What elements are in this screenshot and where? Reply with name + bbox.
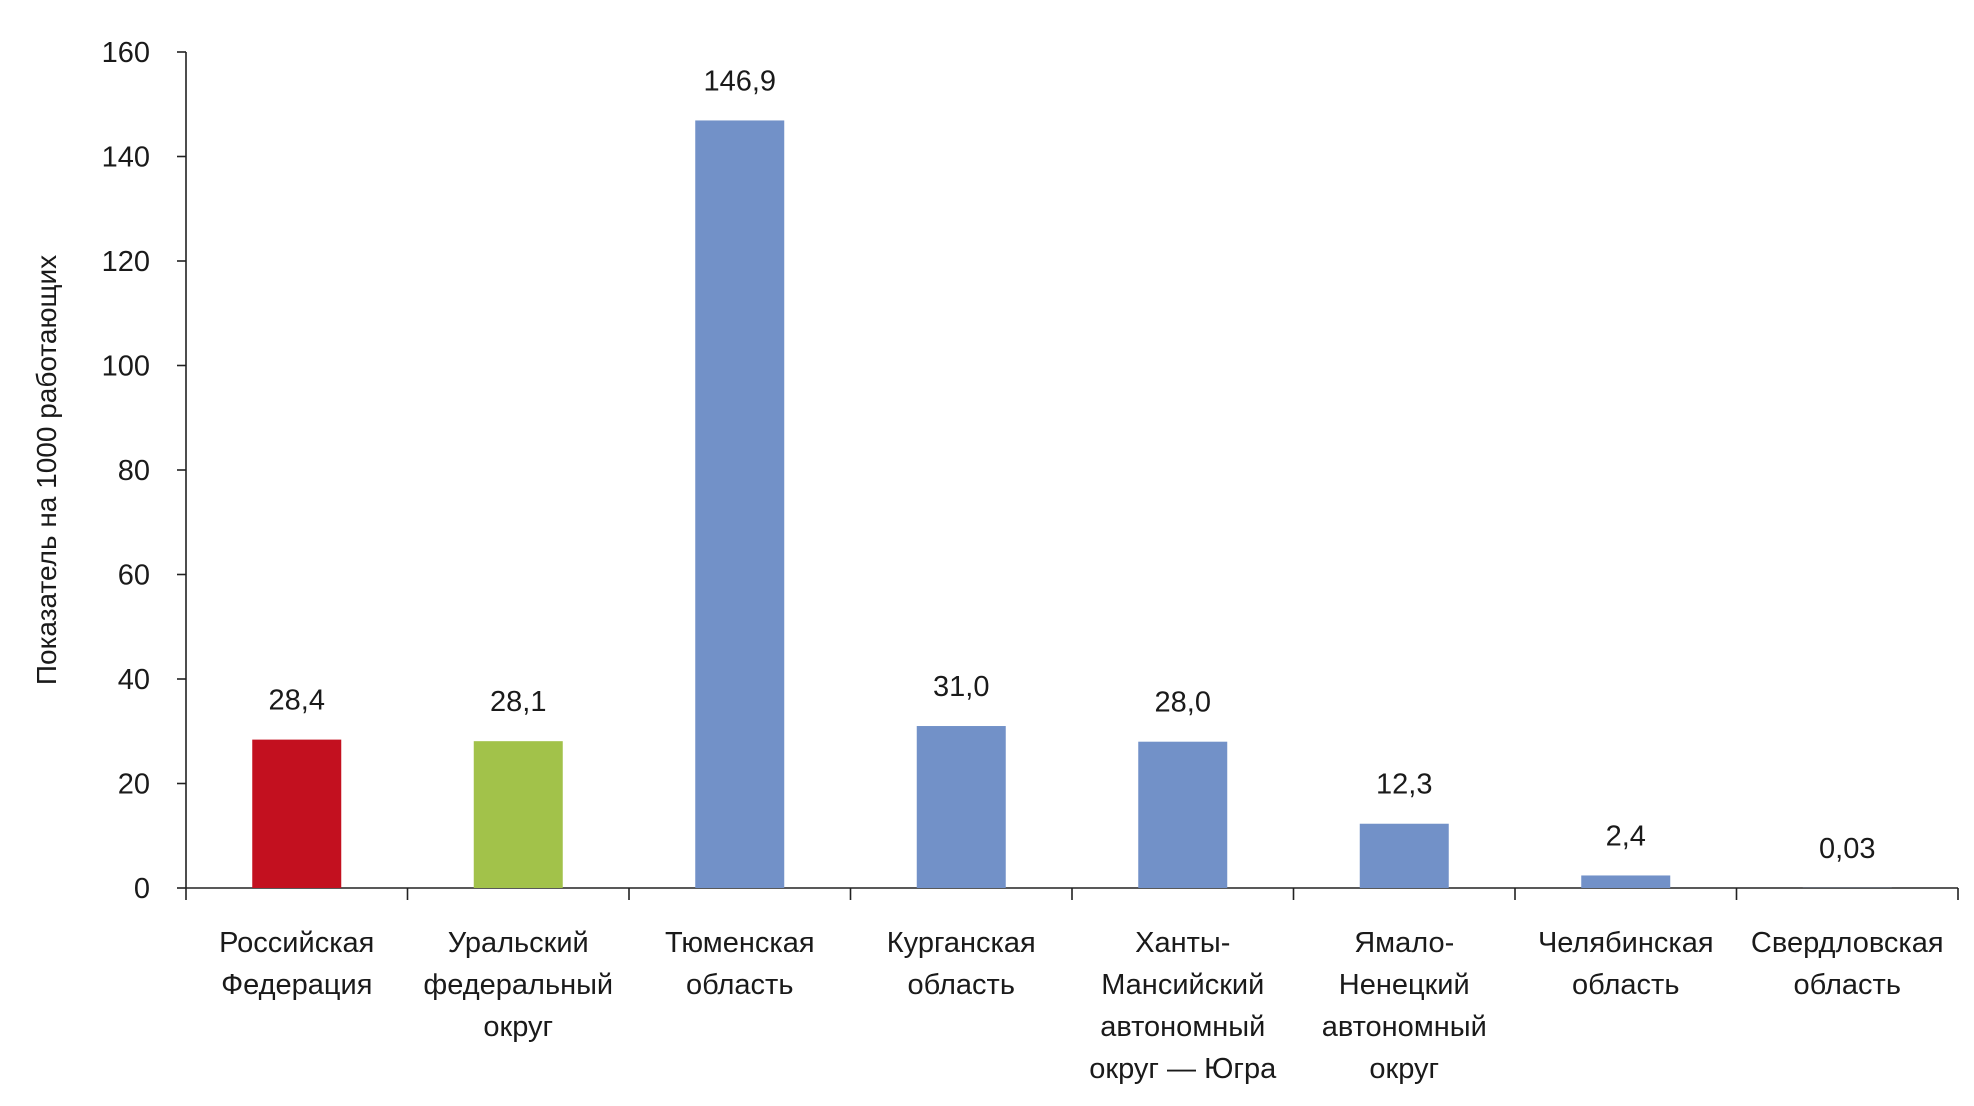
- data-label: 31,0: [933, 671, 989, 703]
- x-tick-label: Мансийский: [1101, 969, 1264, 1001]
- bar: [473, 741, 563, 888]
- x-tick-label: округ: [483, 1011, 553, 1043]
- x-tick-label: Курганская: [887, 927, 1036, 959]
- x-tick-label: область: [1794, 969, 1901, 1001]
- y-tick-label: 60: [118, 560, 150, 592]
- bar: [695, 120, 785, 888]
- data-label: 12,3: [1376, 769, 1432, 801]
- x-tick-label: область: [1572, 969, 1679, 1001]
- x-tick-label: область: [908, 969, 1015, 1001]
- x-tick-label: округ — Югра: [1089, 1053, 1277, 1085]
- x-tick-label: Тюменская: [665, 927, 815, 959]
- y-tick-label: 160: [102, 37, 150, 69]
- x-tick-label: область: [686, 969, 793, 1001]
- data-label: 28,4: [269, 685, 325, 717]
- x-tick-label: Уральский: [448, 927, 589, 959]
- data-label: 146,9: [703, 65, 776, 97]
- y-tick-label: 100: [102, 351, 150, 383]
- x-tick-label: федеральный: [423, 969, 613, 1001]
- x-tick-label: Челябинская: [1538, 927, 1714, 959]
- x-tick-label: автономный: [1100, 1011, 1265, 1043]
- x-tick-label: Федерация: [221, 969, 372, 1001]
- x-tick-label: Ханты-: [1135, 927, 1230, 959]
- data-label: 28,0: [1155, 687, 1211, 719]
- bar: [252, 739, 342, 888]
- data-label: 28,1: [490, 686, 546, 718]
- bar: [916, 726, 1006, 888]
- x-tick-label: Свердловская: [1751, 927, 1944, 959]
- data-label: 0,03: [1819, 833, 1875, 865]
- x-tick-label: Ненецкий: [1339, 969, 1470, 1001]
- y-tick-label: 120: [102, 246, 150, 278]
- x-tick-label: Российская: [219, 927, 374, 959]
- y-axis-label: Показатель на 1000 работающих: [31, 255, 62, 685]
- y-tick-label: 140: [102, 142, 150, 174]
- y-tick-label: 0: [134, 873, 150, 905]
- bar: [1138, 741, 1228, 888]
- data-label: 2,4: [1606, 820, 1646, 852]
- bar: [1581, 875, 1671, 888]
- y-tick-label: 40: [118, 664, 150, 696]
- x-tick-label: округ: [1369, 1053, 1439, 1085]
- x-tick-label: Ямало-: [1354, 927, 1454, 959]
- y-tick-label: 80: [118, 455, 150, 487]
- y-tick-label: 20: [118, 769, 150, 801]
- bar: [1359, 823, 1449, 888]
- x-tick-label: автономный: [1322, 1011, 1487, 1043]
